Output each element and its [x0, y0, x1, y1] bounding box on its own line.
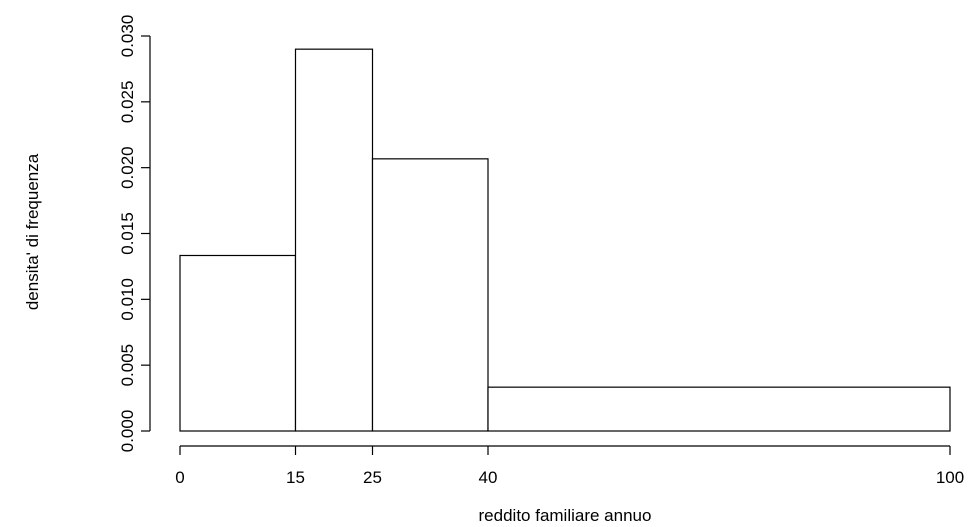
y-tick-label-0: 0.000 [118, 410, 137, 453]
y-axis: 0.000 0.005 0.010 0.015 0.020 0.025 0.030 [118, 15, 151, 453]
histogram-bar-1 [294, 48, 374, 432]
x-axis-label: reddito familiare annuo [479, 506, 652, 525]
x-tick-label-4: 100 [936, 468, 964, 487]
y-tick-label-6: 0.030 [118, 15, 137, 58]
y-axis-label: densita' di frequenza [23, 153, 42, 310]
y-tick-label-4: 0.020 [118, 146, 137, 189]
x-tick-label-3: 40 [479, 468, 498, 487]
histogram-bar-2 [371, 158, 489, 432]
y-tick-label-3: 0.015 [118, 212, 137, 255]
histogram-bar-0 [179, 254, 297, 432]
histogram-bar-3 [487, 386, 951, 432]
y-tick-label-1: 0.005 [118, 344, 137, 387]
y-tick-label-2: 0.010 [118, 278, 137, 321]
y-tick-label-5: 0.025 [118, 81, 137, 124]
x-tick-label-2: 25 [363, 468, 382, 487]
bars-layer [179, 48, 951, 432]
x-tick-label-0: 0 [175, 468, 184, 487]
x-tick-label-1: 15 [286, 468, 305, 487]
x-axis: 0 15 25 40 100 [175, 445, 964, 487]
